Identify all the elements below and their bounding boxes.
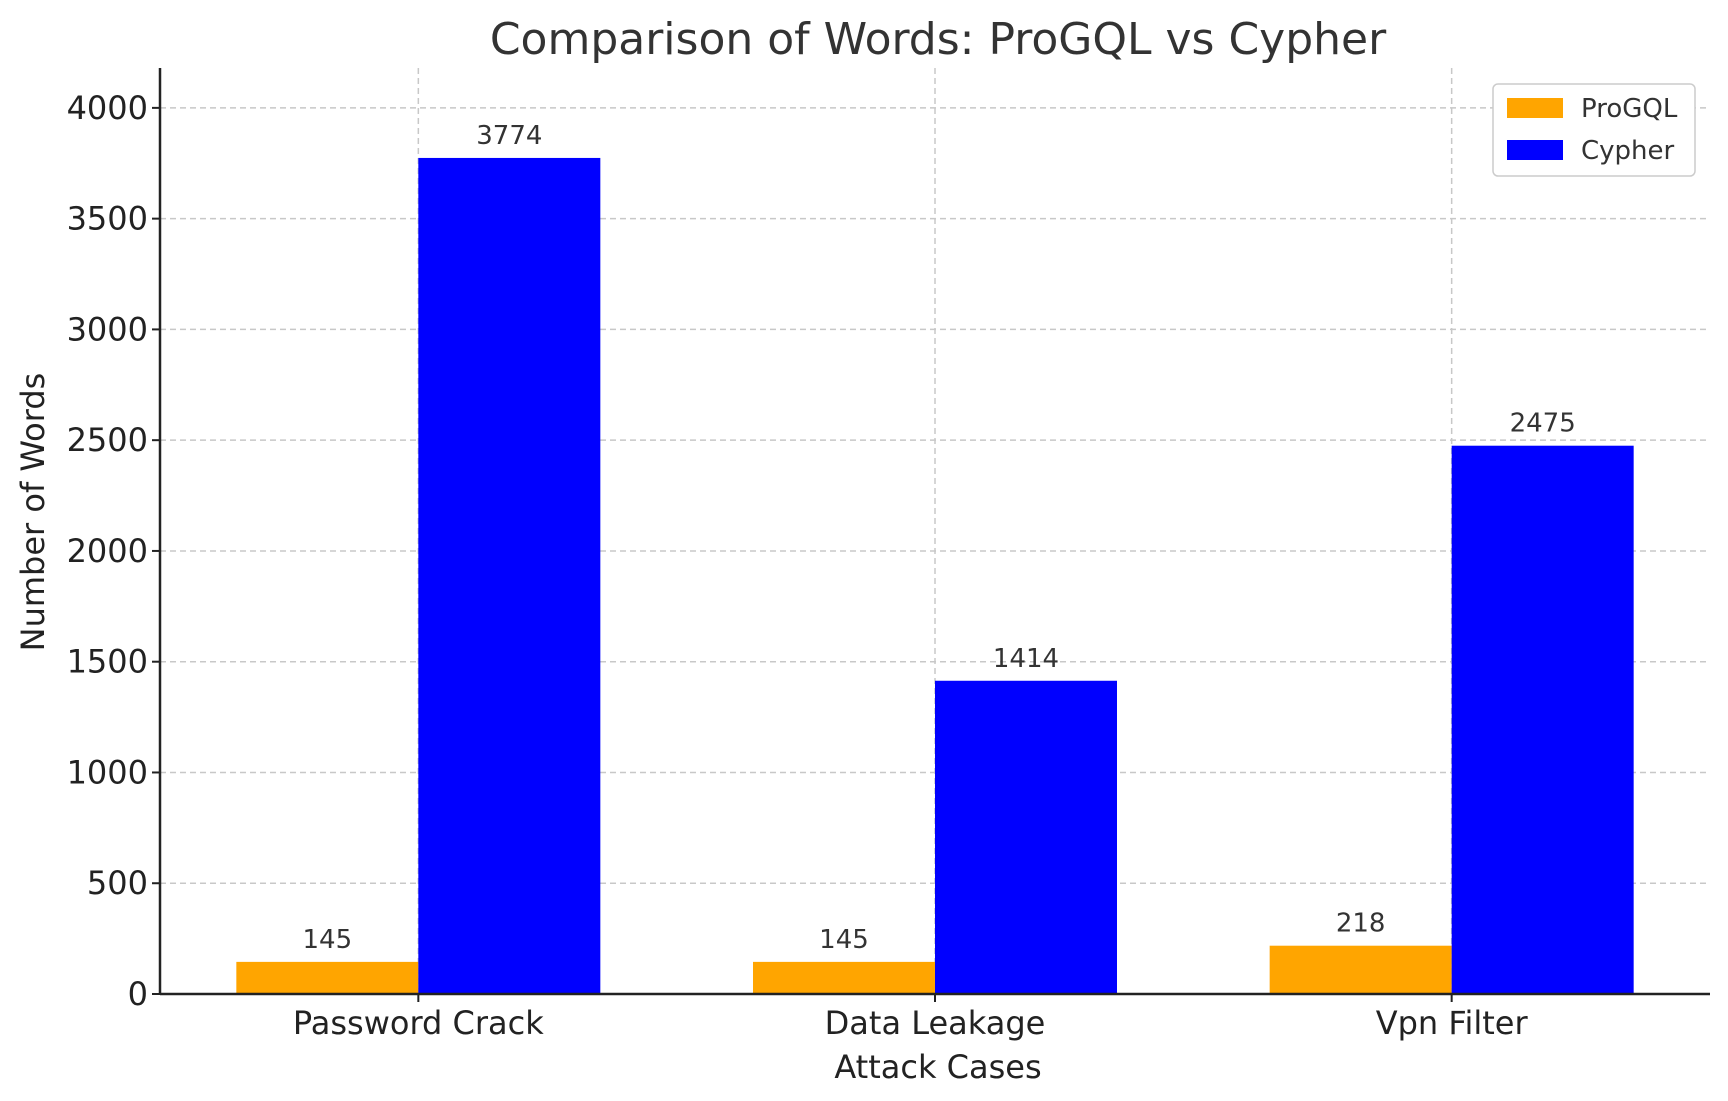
chart-title: Comparison of Words: ProGQL vs Cypher [490,14,1387,65]
y-axis-label: Number of Words [14,373,52,652]
legend-label-progql: ProGQL [1581,94,1678,124]
bar-progql-vpn-filter [1269,945,1452,994]
bar-cypher-vpn-filter [1451,445,1634,994]
value-label: 218 [1336,909,1386,939]
value-label: 1414 [993,644,1059,674]
bar-progql-password-crack [236,961,419,994]
x-tick-label: Vpn Filter [1376,1004,1529,1042]
value-labels: 145 145 218 3774 1414 2475 [303,121,1576,955]
bar-cypher-password-crack [418,157,601,994]
bar-progql-data-leakage [753,961,935,994]
y-tick-label: 2000 [67,532,148,570]
legend-swatch-progql [1507,98,1563,118]
y-tick-label: 1000 [67,753,148,791]
y-tick-label: 500 [87,864,148,902]
x-tick-label: Password Crack [293,1004,544,1042]
y-tick-label: 3500 [67,200,148,238]
x-tick-label: Data Leakage [825,1004,1046,1042]
y-tick-label: 0 [128,975,148,1013]
legend-label-cypher: Cypher [1581,136,1675,166]
value-label: 145 [303,925,353,955]
value-label: 3774 [476,121,542,151]
value-label: 2475 [1510,409,1576,439]
y-tick-label: 1500 [67,643,148,681]
value-label: 145 [819,925,869,955]
x-axis-label: Attack Cases [834,1048,1041,1086]
bar-cypher-data-leakage [935,680,1117,994]
axes: 0 500 1000 1500 2000 2500 3000 3500 4000 Password… [67,68,1710,1042]
y-tick-label: 2500 [67,421,148,459]
bars [236,157,1634,994]
legend: ProGQL Cypher [1492,83,1696,177]
y-tick-label: 3000 [67,310,148,348]
y-tick-label: 4000 [67,89,148,127]
legend-swatch-cypher [1507,140,1563,160]
